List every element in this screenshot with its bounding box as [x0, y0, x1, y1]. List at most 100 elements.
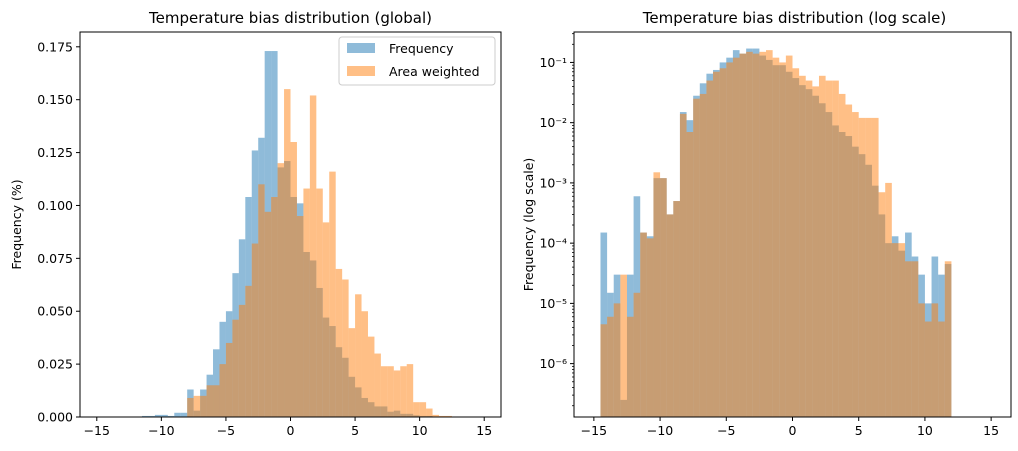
right-bar-area-weighted [865, 117, 872, 417]
left-x-tick-label: 10 [412, 423, 428, 438]
right-x-tick-label: 5 [855, 423, 863, 438]
left-bar-area-weighted [271, 197, 278, 417]
left-bar-frequency [141, 415, 149, 417]
left-bar-frequency [161, 414, 168, 417]
left-bar-area-weighted [187, 397, 194, 417]
left-bar-area-weighted [213, 385, 220, 417]
left-bar-area-weighted [206, 385, 214, 417]
right-bar-area-weighted [792, 68, 800, 417]
left-y-tick-label: 0.025 [37, 357, 73, 372]
left-bar-area-weighted [400, 366, 407, 417]
right-bar-area-weighted [706, 80, 714, 418]
left-chart-title: Temperature bias distribution (global) [148, 9, 432, 27]
left-x-tick-label: −10 [148, 423, 174, 438]
right-plot-frame [573, 31, 1012, 418]
right-y-axis-label: Frequency (log scale) [521, 158, 536, 292]
left-y-tick-label: 0.125 [37, 145, 73, 160]
right-bar-area-weighted [845, 104, 853, 417]
left-bar-area-weighted [426, 408, 433, 417]
right-bar-area-weighted [600, 324, 608, 417]
right-y-axis-ticks: 10⁻⁶ 10⁻⁵ 10⁻⁴ 10⁻³ 10⁻² 10⁻¹ [539, 33, 574, 407]
left-bar-area-weighted [367, 336, 375, 417]
right-bar-area-weighted [772, 57, 780, 417]
right-bar-area-weighted [779, 62, 786, 417]
left-bar-area-weighted [309, 95, 317, 417]
right-bar-area-weighted [693, 98, 700, 418]
left-bar-area-weighted [200, 395, 207, 417]
right-bar-area-weighted [871, 117, 879, 417]
left-bar-area-weighted [296, 216, 304, 417]
left-bar-frequency [167, 415, 175, 417]
right-bar-area-weighted [812, 86, 819, 418]
left-y-axis-label: Frequency (%) [9, 179, 24, 269]
right-bar-area-weighted [891, 243, 899, 417]
left-x-tick-label: −15 [84, 423, 110, 438]
right-bar-area-weighted [832, 80, 839, 418]
right-y-tick-label: 10⁻⁶ [539, 356, 567, 371]
right-bar-area-weighted [885, 182, 892, 417]
left-bar-area-weighted [277, 163, 285, 417]
right-bar-area-weighted [878, 192, 886, 417]
right-bar-area-weighted [666, 214, 674, 417]
right-bar-area-weighted [746, 51, 753, 417]
right-bar-area-weighted [858, 117, 866, 417]
right-bars-area-weighted [600, 50, 952, 418]
left-bar-area-weighted [238, 304, 246, 417]
left-x-tick-label: −5 [217, 423, 235, 438]
right-bar-area-weighted [726, 62, 733, 417]
left-bar-area-weighted [322, 222, 330, 417]
left-y-tick-label: 0.100 [37, 198, 73, 213]
left-bar-frequency [154, 414, 162, 417]
right-bar-area-weighted [838, 93, 846, 418]
left-bar-area-weighted [380, 366, 388, 417]
left-bar-frequency [213, 349, 220, 417]
right-x-tick-label: −15 [581, 423, 607, 438]
right-y-tick-label: 10⁻⁴ [539, 236, 567, 251]
left-bar-area-weighted [316, 188, 323, 417]
right-bar-area-weighted [938, 321, 945, 417]
right-bar-area-weighted [732, 57, 740, 417]
right-bar-area-weighted [759, 51, 767, 417]
right-bar-area-weighted [699, 93, 707, 418]
right-bar-area-weighted [686, 131, 694, 418]
left-bar-area-weighted [439, 415, 446, 417]
left-bar-area-weighted [329, 171, 336, 417]
left-bar-area-weighted [413, 402, 420, 417]
left-x-tick-label: 0 [287, 423, 295, 438]
right-bar-area-weighted [660, 178, 667, 417]
right-x-axis-ticks: −15 −10 −5 0 5 10 15 [581, 417, 999, 438]
left-bar-area-weighted [225, 342, 233, 417]
left-bar-area-weighted [193, 395, 201, 417]
legend-label-frequency: Frequency [389, 41, 454, 56]
left-x-tick-label: 5 [351, 423, 359, 438]
right-bar-area-weighted [825, 80, 833, 418]
right-bar-area-weighted [620, 274, 627, 417]
right-bar-area-weighted [898, 243, 906, 417]
left-bar-area-weighted [335, 268, 343, 417]
right-bar-area-weighted [646, 238, 654, 417]
left-bar-frequency [174, 412, 181, 417]
right-bar-area-weighted [752, 53, 760, 417]
right-bar-area-weighted [739, 53, 747, 417]
right-bar-area-weighted [785, 55, 793, 417]
left-bar-area-weighted [374, 353, 381, 417]
left-x-axis-ticks: −15 −10 −5 0 5 10 15 [84, 417, 492, 438]
right-bar-area-weighted [918, 303, 925, 417]
chart-right: Temperature bias distribution (log scale… [521, 9, 1012, 438]
left-bar-area-weighted [258, 184, 265, 417]
right-bar-area-weighted [719, 68, 727, 417]
left-bar-area-weighted [432, 414, 440, 417]
left-bar-area-weighted [284, 89, 291, 417]
left-x-tick-label: 15 [476, 423, 492, 438]
left-bar-area-weighted [245, 285, 252, 417]
right-x-tick-label: −10 [647, 423, 673, 438]
legend-swatch-frequency [347, 43, 375, 53]
right-bar-area-weighted [653, 172, 661, 417]
right-bar-area-weighted [673, 201, 680, 417]
left-bars-area-weighted [187, 89, 491, 417]
right-bar-area-weighted [905, 261, 912, 417]
right-bar-area-weighted [931, 303, 939, 417]
left-bar-area-weighted [355, 294, 362, 417]
right-bar-area-weighted [924, 321, 932, 417]
